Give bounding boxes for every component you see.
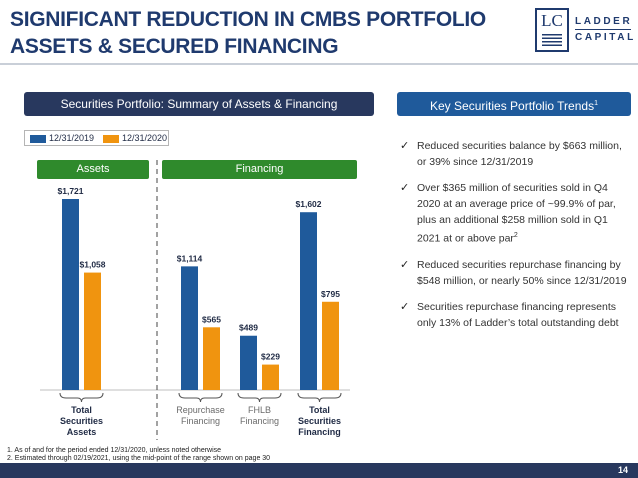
data-label: $1,721 bbox=[58, 186, 84, 196]
category-label: Assets bbox=[67, 427, 97, 437]
data-label: $1,114 bbox=[177, 253, 203, 263]
legend-item-2019: 12/31/2019 bbox=[30, 133, 94, 144]
key-trends-header-text: Key Securities Portfolio Trends bbox=[430, 99, 595, 113]
assets-tag: Assets bbox=[37, 160, 149, 179]
bar-12-31-2019-0 bbox=[62, 199, 79, 390]
logo-name-line-2: CAPITAL bbox=[575, 32, 636, 43]
bar-chart: $1,721 $1,114 $489 $1,602 $1,058 $565 $229 $795… bbox=[40, 160, 350, 440]
bar-12-31-2019-2 bbox=[240, 335, 257, 390]
bar-12-31-2020-2 bbox=[262, 364, 279, 390]
chart-legend: 12/31/2019 12/31/2020 bbox=[24, 130, 169, 146]
category-label: Securities bbox=[60, 416, 103, 426]
footer-bar: 14 bbox=[0, 463, 638, 478]
legend-item-2020: 12/31/2020 bbox=[103, 133, 167, 144]
trend-footnote-ref: 2 bbox=[513, 232, 518, 239]
bar-12-31-2020-1 bbox=[203, 327, 220, 390]
check-icon: ✓ bbox=[400, 182, 410, 194]
data-label: $1,058 bbox=[80, 260, 106, 270]
key-trends-footnote-ref: 1 bbox=[594, 100, 598, 107]
title-line-1: SIGNIFICANT REDUCTION IN CMBS PORTFOLIO bbox=[10, 8, 486, 31]
category-label: Total bbox=[309, 405, 330, 415]
bar-12-31-2019-1 bbox=[181, 266, 198, 390]
logo-mark-text: LC bbox=[541, 11, 563, 30]
category-label: Financing bbox=[240, 416, 279, 426]
category-label: Securities bbox=[298, 416, 341, 426]
page-title: SIGNIFICANT REDUCTION IN CMBS PORTFOLIO … bbox=[10, 6, 530, 60]
legend-label-2020: 12/31/2020 bbox=[122, 133, 168, 143]
category-label: Financing bbox=[298, 427, 341, 437]
footnote-1: 1. As of and for the period ended 12/31/… bbox=[7, 447, 222, 454]
trend-item: ✓ Over $365 million of securities sold i… bbox=[400, 180, 630, 247]
key-trends-header: Key Securities Portfolio Trends1 bbox=[397, 92, 631, 116]
check-icon: ✓ bbox=[400, 140, 410, 152]
trend-text: Reduced securities repurchase financing … bbox=[417, 258, 627, 287]
logo-rule bbox=[575, 29, 631, 30]
logo-mark: LC bbox=[535, 8, 569, 52]
trend-item: ✓ Reduced securities repurchase financin… bbox=[400, 257, 630, 289]
trend-item: ✓ Reduced securities balance by $663 mil… bbox=[400, 138, 630, 170]
check-icon: ✓ bbox=[400, 258, 410, 271]
logo-stripes bbox=[542, 34, 562, 48]
category-brace bbox=[178, 392, 223, 403]
trend-text: Securities repurchase financing represen… bbox=[417, 300, 619, 329]
data-label: $489 bbox=[239, 323, 258, 333]
category-label: Repurchase bbox=[176, 405, 225, 415]
category-brace bbox=[297, 392, 342, 403]
category-brace bbox=[59, 392, 104, 403]
trend-text: Over $365 million of securities sold in … bbox=[417, 182, 616, 245]
title-line-2: ASSETS & SECURED FINANCING bbox=[10, 35, 339, 58]
trend-item: ✓ Securities repurchase financing repres… bbox=[400, 299, 630, 331]
legend-label-2019: 12/31/2019 bbox=[49, 133, 95, 143]
category-label: FHLB bbox=[248, 405, 271, 415]
legend-swatch-2020 bbox=[103, 134, 119, 143]
category-brace bbox=[237, 392, 282, 403]
footnotes: 1. As of and for the period ended 12/31/… bbox=[7, 447, 270, 463]
data-label: $229 bbox=[261, 352, 280, 362]
footnote-2: 2. Estimated through 02/19/2021, using t… bbox=[7, 455, 271, 462]
bar-12-31-2019-3 bbox=[300, 212, 317, 390]
securities-portfolio-header: Securities Portfolio: Summary of Assets … bbox=[24, 92, 374, 116]
category-label: Total bbox=[71, 405, 92, 415]
logo-name-line-1: LADDER bbox=[575, 16, 633, 27]
page-number: 14 bbox=[617, 465, 628, 475]
check-icon: ✓ bbox=[400, 300, 410, 313]
ladder-capital-logo: LC LADDER CAPITAL bbox=[535, 8, 633, 56]
title-divider bbox=[0, 63, 638, 65]
category-label: Financing bbox=[181, 416, 220, 426]
trend-text: Reduced securities balance by $663 milli… bbox=[417, 140, 622, 168]
data-label: $1,602 bbox=[296, 199, 322, 209]
trends-list: ✓ Reduced securities balance by $663 mil… bbox=[400, 138, 630, 341]
legend-swatch-2019 bbox=[30, 134, 46, 143]
data-label: $565 bbox=[202, 314, 221, 324]
financing-tag: Financing bbox=[162, 160, 357, 179]
bar-12-31-2020-0 bbox=[84, 272, 101, 390]
data-label: $795 bbox=[321, 289, 340, 299]
bar-12-31-2020-3 bbox=[322, 301, 339, 390]
